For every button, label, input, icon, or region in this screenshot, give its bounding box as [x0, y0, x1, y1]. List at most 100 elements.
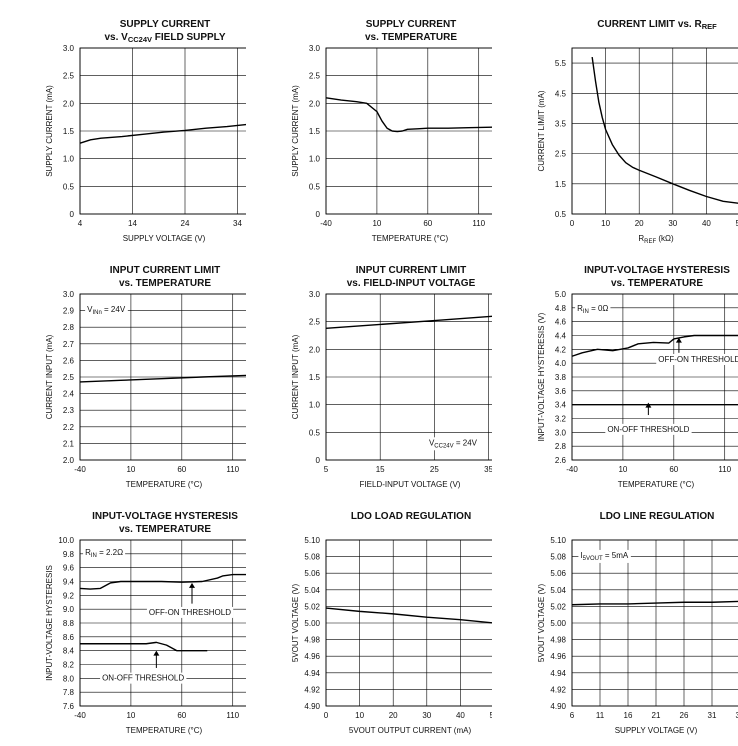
y-tick-label: 5.10	[304, 536, 320, 545]
y-tick-label: 3.8	[555, 373, 567, 382]
chart-panel-ldo-load-regulation: LDO LOAD REGULATION010203040504.904.924.…	[246, 492, 499, 743]
y-tick-label: 9.4	[63, 578, 75, 587]
y-tick-label: 0.5	[555, 210, 567, 219]
y-tick-label: 4.8	[555, 304, 567, 313]
x-axis-label: FIELD-INPUT VOLTAGE (V)	[360, 480, 461, 489]
y-tick-label: 0	[70, 210, 75, 219]
x-tick-label: 11	[596, 711, 605, 720]
y-tick-label: 4.90	[550, 702, 566, 711]
plot-frame	[571, 47, 738, 215]
y-tick-label: 1.0	[309, 401, 321, 410]
chart-svg: SUPPLY CURRENT vs. TEMPERATURE -40 10 60 110 0…	[291, 19, 496, 243]
x-tick-label: 4	[78, 219, 83, 228]
y-tick-label: 1.0	[63, 155, 75, 164]
x-tick-label: 25	[430, 465, 439, 474]
series-line-1	[80, 641, 208, 652]
y-tick-label: 2.0	[309, 345, 321, 354]
y-tick-label: 2.8	[63, 323, 75, 332]
x-tick-label: 60	[423, 219, 432, 228]
chart-panel-hysteresis-rin-0: INPUT-VOLTAGE HYSTERESIS vs. TEMPERATURE -…	[492, 246, 738, 497]
x-tick-label: 40	[456, 711, 465, 720]
y-tick-label: 3.4	[555, 401, 567, 410]
y-tick-label: 5.08	[304, 553, 320, 562]
x-tick-label: 110	[226, 465, 239, 474]
y-tick-label: 8.6	[63, 633, 75, 642]
x-tick-label: -40	[74, 465, 86, 474]
y-tick-label: 4.4	[555, 332, 567, 341]
plot-frame	[571, 539, 738, 707]
y-axis-label: SUPPLY CURRENT (mA)	[291, 85, 300, 177]
y-tick-label: 4.2	[555, 345, 567, 354]
y-tick-label: 2.8	[555, 442, 567, 451]
y-tick-label: 2.5	[309, 318, 321, 327]
y-tick-label: 2.7	[63, 340, 75, 349]
y-tick-label: 5.06	[304, 569, 320, 578]
y-tick-label: 5.02	[550, 602, 566, 611]
y-tick-label: 5.0	[555, 290, 567, 299]
chart-panel-hysteresis-rin-2p2: INPUT-VOLTAGE HYSTERESIS vs. TEMPERATURE -…	[0, 492, 250, 743]
chart-title-line: INPUT-VOLTAGE HYSTERESIS	[584, 265, 730, 276]
y-tick-label: 7.6	[63, 702, 75, 711]
x-tick-label: 26	[680, 711, 689, 720]
x-axis-label: SUPPLY VOLTAGE (V)	[123, 234, 206, 243]
x-tick-label: 10	[601, 219, 610, 228]
chart-title-line: SUPPLY CURRENT	[366, 19, 457, 30]
chart-title-line: vs. TEMPERATURE	[365, 32, 457, 43]
y-tick-label: 5.04	[304, 586, 320, 595]
chart-title-line: vs. TEMPERATURE	[119, 524, 211, 535]
x-tick-label: 0	[324, 711, 329, 720]
chart-title-line: vs. VCC24V FIELD SUPPLY	[104, 32, 225, 44]
annotation-background	[100, 672, 187, 684]
x-tick-label: 60	[177, 465, 186, 474]
y-axis-label: 5VOUT VOLTAGE (V)	[537, 584, 546, 663]
y-tick-label: 0.5	[309, 182, 321, 191]
chart-title-line: CURRENT LIMIT vs. RREF	[597, 19, 717, 31]
y-tick-label: 9.6	[63, 564, 75, 573]
x-tick-label: 0	[570, 219, 575, 228]
y-tick-label: 2.5	[63, 373, 75, 382]
x-tick-label: 10	[618, 465, 627, 474]
chart-title-line: INPUT CURRENT LIMIT	[110, 265, 221, 276]
annotation-label: RIN = 0Ω	[577, 304, 608, 315]
x-tick-label: 60	[669, 465, 678, 474]
y-tick-label: 9.2	[63, 591, 75, 600]
y-tick-label: 2.6	[555, 456, 567, 465]
x-tick-label: 10	[126, 465, 135, 474]
y-tick-label: 4.98	[550, 636, 566, 645]
annotation-label: OFF-ON THRESHOLD	[149, 608, 231, 617]
y-tick-label: 3.0	[555, 428, 567, 437]
y-axis-label: CURRENT INPUT (mA)	[291, 334, 300, 419]
x-tick-label: 24	[181, 219, 190, 228]
x-tick-label: 110	[472, 219, 485, 228]
x-tick-label: 20	[389, 711, 398, 720]
x-axis-label: TEMPERATURE (°C)	[372, 234, 449, 243]
y-tick-label: 9.0	[63, 605, 75, 614]
y-tick-label: 0	[316, 456, 321, 465]
y-axis-label: CURRENT LIMIT (mA)	[537, 90, 546, 171]
series-line-0	[325, 315, 495, 330]
y-tick-label: 8.8	[63, 619, 75, 628]
y-tick-label: 8.2	[63, 661, 75, 670]
x-tick-label: 30	[422, 711, 431, 720]
x-tick-label: 10	[126, 711, 135, 720]
y-axis-label: CURRENT INPUT (mA)	[45, 334, 54, 419]
series-line-0	[571, 334, 738, 357]
chart-svg: INPUT CURRENT LIMIT vs. TEMPERATURE -40 10 6…	[45, 265, 250, 489]
x-tick-label: -40	[566, 465, 578, 474]
x-tick-label: 5	[324, 465, 329, 474]
y-tick-label: 0.5	[309, 428, 321, 437]
annotation-label: I5VOUT = 5mA	[580, 551, 628, 562]
x-axis-label: RREF (kΩ)	[638, 234, 674, 245]
y-tick-label: 1.5	[63, 127, 75, 136]
x-axis-label: TEMPERATURE (°C)	[618, 480, 695, 489]
x-tick-label: 16	[624, 711, 633, 720]
y-tick-label: 4.5	[555, 89, 567, 98]
y-axis-label: SUPPLY CURRENT (mA)	[45, 85, 54, 177]
y-tick-label: 2.0	[309, 99, 321, 108]
y-tick-label: 10.0	[58, 536, 74, 545]
y-tick-label: 1.5	[555, 180, 567, 189]
annotation-label: ON-OFF THRESHOLD	[102, 674, 184, 683]
series-line-0	[325, 97, 495, 133]
chart-title-line: INPUT CURRENT LIMIT	[356, 265, 467, 276]
